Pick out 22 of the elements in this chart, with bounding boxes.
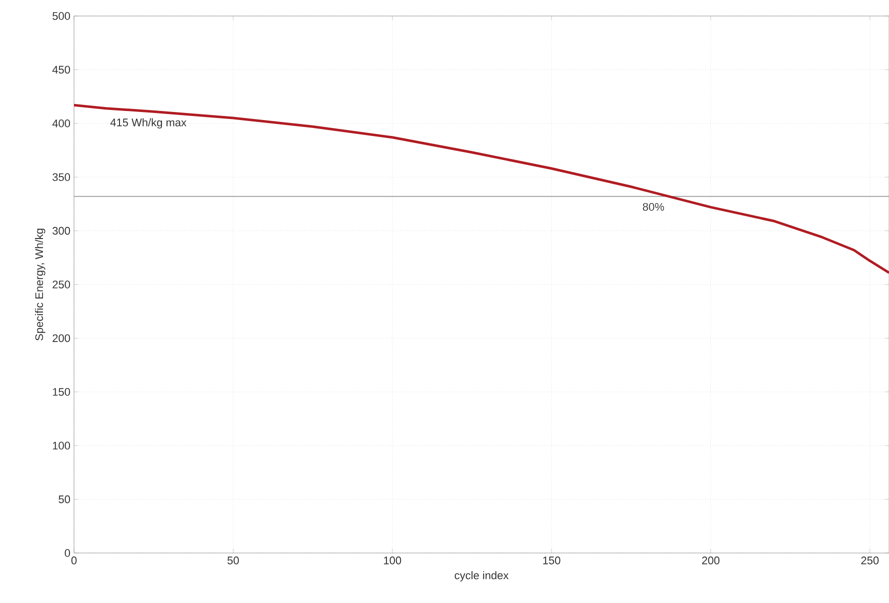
y-tick-label: 350 — [52, 173, 70, 181]
y-tick-label: 200 — [52, 334, 70, 342]
y-tick-label: 50 — [58, 495, 70, 504]
y-tick-label: 450 — [52, 66, 70, 74]
x-tick-label: 100 — [384, 556, 402, 564]
x-tick-label: 150 — [543, 556, 560, 564]
annotation: 80% — [642, 202, 664, 211]
x-axis-title: cycle index — [454, 571, 509, 582]
y-tick-label: 250 — [52, 280, 70, 288]
x-tick-label: 200 — [702, 556, 720, 564]
x-tick-label: 50 — [228, 556, 239, 564]
y-tick-label: 100 — [52, 442, 70, 450]
x-tick-label: 250 — [861, 556, 879, 564]
x-tick-label: 0 — [71, 556, 77, 564]
line-series — [74, 104, 889, 274]
annotation: 415 Wh/kg max — [110, 118, 186, 129]
y-axis-title: Specific Energy, Wh/kg — [35, 228, 46, 340]
y-tick-label: 500 — [52, 12, 70, 20]
y-tick-label: 0 — [64, 549, 70, 557]
y-tick-label: 400 — [52, 120, 70, 128]
y-tick-label: 300 — [52, 226, 70, 235]
y-tick-label: 150 — [52, 388, 70, 396]
